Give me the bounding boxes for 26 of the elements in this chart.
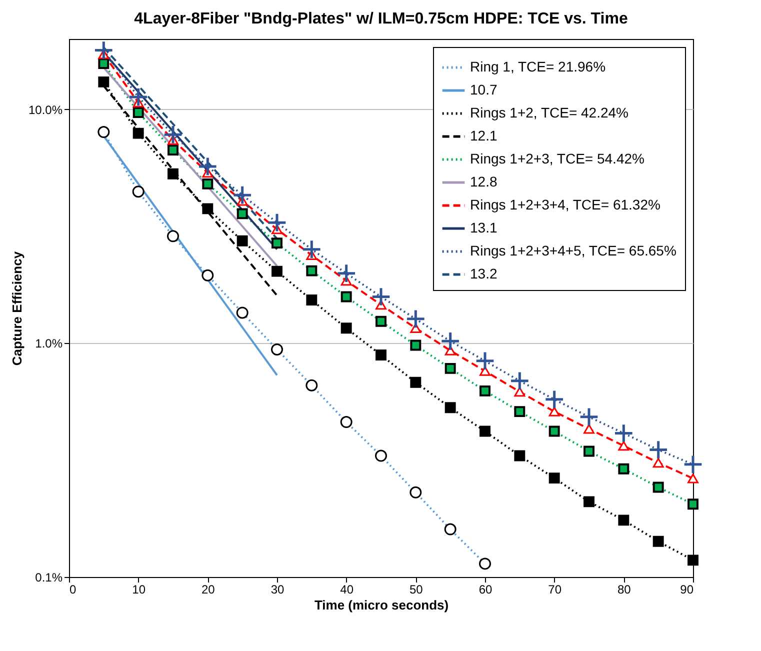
x-tick-label: 20 xyxy=(201,582,216,596)
legend-label: 13.2 xyxy=(470,266,498,282)
x-axis-title: Time (micro seconds) xyxy=(314,598,449,612)
legend-label: 12.8 xyxy=(470,174,498,190)
x-tick-label: 60 xyxy=(478,582,492,596)
x-tick-label: 0 xyxy=(70,582,76,596)
legend-label: Rings 1+2+3+4, TCE= 61.32% xyxy=(470,196,660,212)
x-tick-label: 30 xyxy=(270,582,284,596)
x-tick-label: 10 xyxy=(132,582,146,596)
y-tick-label: 10.0% xyxy=(28,102,63,117)
y-tick-label: 0.1% xyxy=(35,570,63,584)
x-tick-label: 70 xyxy=(548,582,562,596)
legend-label: 10.7 xyxy=(470,82,498,98)
legend-label: Rings 1+2+3, TCE= 54.42% xyxy=(470,150,644,166)
legend-label: 13.1 xyxy=(470,220,498,236)
legend-label: Rings 1+2+3+4+5, TCE= 65.65% xyxy=(470,242,676,258)
y-axis-title: Capture Efficiency xyxy=(9,250,24,366)
y-tick-label: 1.0% xyxy=(35,336,63,351)
legend-label: 12.1 xyxy=(470,128,498,144)
x-tick-label: 40 xyxy=(340,582,354,596)
chart-title: 4Layer-8Fiber "Bndg-Plates" w/ ILM=0.75cm HDPE: TCE vs. Time xyxy=(134,10,628,28)
x-tick-label: 50 xyxy=(409,582,424,596)
legend-label: Ring 1, TCE= 21.96% xyxy=(470,58,606,74)
x-tick-label: 90 xyxy=(680,582,694,596)
legend-label: Rings 1+2, TCE= 42.24% xyxy=(470,104,629,120)
x-tick-label: 80 xyxy=(617,582,632,596)
